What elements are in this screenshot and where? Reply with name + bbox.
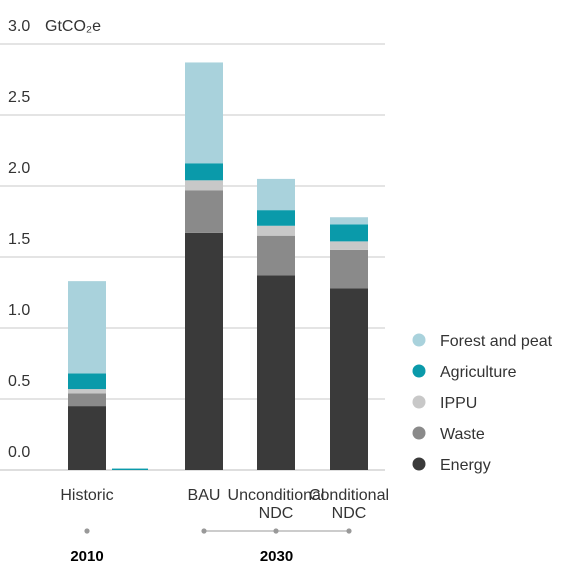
y-tick-label: 0.5 (8, 373, 30, 390)
bar-segment (185, 62, 223, 164)
legend-label: Agriculture (440, 364, 517, 381)
bar-segment (68, 406, 106, 470)
bar-segment (330, 249, 368, 289)
y-unit-label: GtCO₂e (45, 18, 101, 35)
bar-segment (330, 288, 368, 470)
legend-swatch (412, 426, 426, 440)
bar-segment (112, 468, 148, 470)
legend-label: Energy (440, 457, 491, 474)
category-label: Unconditional (228, 487, 325, 504)
bar-segment (68, 281, 106, 374)
bar-segment (185, 190, 223, 233)
bar-segment (257, 275, 295, 470)
legend-swatch (412, 333, 426, 347)
bar-segment (68, 393, 106, 407)
bar-segment (185, 232, 223, 470)
category-label: BAU (188, 487, 221, 504)
year-marker-dot (346, 528, 352, 534)
category-label: Conditional (309, 487, 389, 504)
bar-segment (68, 389, 106, 394)
bar-segment (330, 217, 368, 225)
legend-label: Waste (440, 426, 485, 443)
bar-segment (257, 235, 295, 276)
legend-label: IPPU (440, 395, 477, 412)
category-label: NDC (259, 505, 294, 522)
legend-swatch (412, 395, 426, 409)
bar-segment (330, 224, 368, 242)
year-marker-dot (201, 528, 207, 534)
category-label: Historic (60, 487, 113, 504)
bar-segment (68, 373, 106, 390)
year-marker-dot (84, 528, 90, 534)
y-tick-label: 0.0 (8, 444, 30, 461)
y-tick-label: 2.5 (8, 89, 30, 106)
bar-segment (185, 180, 223, 191)
category-label: NDC (332, 505, 367, 522)
y-tick-label: 1.0 (8, 302, 30, 319)
y-tick-label: 1.5 (8, 231, 30, 248)
legend-swatch (412, 457, 426, 471)
legend-label: Forest and peat (440, 333, 553, 350)
bar-segment (185, 163, 223, 181)
y-tick-label: 3.0 (8, 18, 30, 35)
bar-segment (257, 225, 295, 236)
year-label: 2030 (260, 548, 293, 564)
bar-segment (257, 178, 295, 211)
year-label: 2010 (70, 548, 103, 564)
bar-segment (257, 210, 295, 226)
legend-swatch (412, 364, 426, 378)
year-marker-dot (273, 528, 279, 534)
bar-segment (330, 241, 368, 250)
y-tick-label: 2.0 (8, 160, 30, 177)
